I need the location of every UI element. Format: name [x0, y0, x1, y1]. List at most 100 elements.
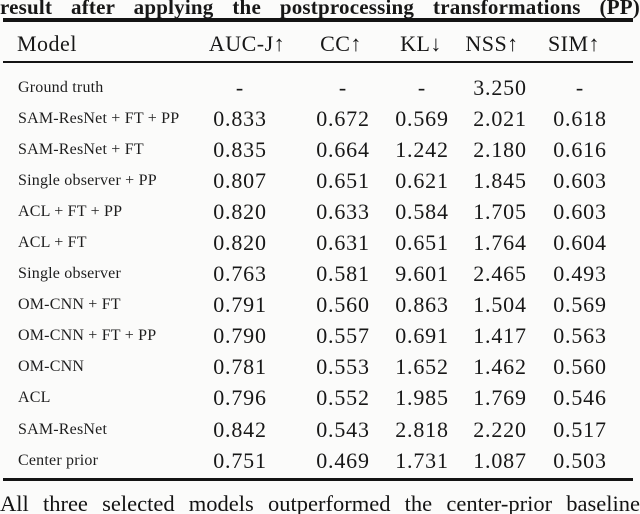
metric-value-cell: 0.616	[553, 136, 607, 162]
column-header-nss: NSS↑	[465, 31, 519, 56]
metric-value-cell: 0.584	[395, 198, 449, 224]
metric-value-cell: 0.603	[553, 198, 607, 224]
table-row-center-prior: Center prior 0.751 0.469 1.731 1.087 0.5…	[0, 445, 640, 476]
model-name-cell: OM-CNN + FT	[18, 296, 121, 314]
metric-value-cell: 1.462	[473, 354, 527, 380]
metric-value-cell: 0.517	[553, 416, 607, 442]
metric-value-cell: 0.835	[213, 136, 267, 162]
metric-value-cell: 3.250	[473, 74, 527, 100]
metric-value-cell: 2.220	[473, 416, 527, 442]
table-top-rule	[3, 17, 633, 22]
metric-value-cell: 1.705	[473, 198, 527, 224]
metric-value-cell: 0.560	[553, 354, 607, 380]
metric-value-cell: 0.543	[316, 416, 370, 442]
metric-value-cell: 0.820	[213, 230, 267, 256]
table-header-row: Model AUC-J↑ CC↑ KL↓ NSS↑ SIM↑	[0, 27, 640, 61]
metric-value-cell: -	[235, 74, 245, 100]
metric-value-cell: 0.633	[316, 198, 370, 224]
table-caption-top: result after applying the postprocessing…	[0, 0, 640, 19]
metric-value-cell: 0.664	[316, 136, 370, 162]
metric-value-cell: 0.763	[213, 261, 267, 287]
body-text-line: All three selected models outperformed t…	[0, 491, 640, 514]
metric-value-cell: 0.621	[395, 167, 449, 193]
metric-value-cell: 0.863	[395, 292, 449, 318]
metric-value-cell: 0.557	[316, 323, 370, 349]
metric-value-cell: 0.781	[213, 354, 267, 380]
column-header-cc: CC↑	[320, 31, 362, 56]
metric-value-cell: 1.504	[473, 292, 527, 318]
model-name-cell: ACL + FT	[18, 234, 87, 252]
table-row-om-cnn: OM-CNN 0.781 0.553 1.652 1.462 0.560	[0, 352, 640, 383]
table-row-acl-ft-pp: ACL + FT + PP 0.820 0.633 0.584 1.705 0.…	[0, 196, 640, 227]
metric-value-cell: 0.651	[395, 230, 449, 256]
metric-value-cell: -	[338, 74, 348, 100]
metric-value-cell: 2.465	[473, 261, 527, 287]
metric-value-cell: 1.769	[473, 385, 527, 411]
metric-value-cell: 2.818	[395, 416, 449, 442]
metric-value-cell: 0.631	[316, 230, 370, 256]
metric-value-cell: 0.751	[213, 447, 267, 473]
table-header-rule	[3, 61, 633, 64]
model-name-cell: Single observer	[18, 265, 121, 283]
metric-value-cell: 0.560	[316, 292, 370, 318]
metric-value-cell: -	[575, 74, 585, 100]
metric-value-cell: -	[417, 74, 427, 100]
table-row-om-cnn-ft: OM-CNN + FT 0.791 0.560 0.863 1.504 0.56…	[0, 290, 640, 321]
metric-value-cell: 1.087	[473, 447, 527, 473]
metric-value-cell: 0.672	[316, 105, 370, 131]
table-row-sam-resnet-ft-pp: SAM-ResNet + FT + PP 0.833 0.672 0.569 2…	[0, 103, 640, 134]
table-row-single-observer-pp: Single observer + PP 0.807 0.651 0.621 1…	[0, 165, 640, 196]
metric-value-cell: 9.601	[395, 261, 449, 287]
table-row-ground-truth: Ground truth - - - 3.250 -	[0, 72, 640, 103]
table-row-acl: ACL 0.796 0.552 1.985 1.769 0.546	[0, 383, 640, 414]
metric-value-cell: 0.807	[213, 167, 267, 193]
model-name-cell: ACL	[18, 389, 51, 407]
metric-value-cell: 2.021	[473, 105, 527, 131]
column-header-sim: SIM↑	[547, 31, 601, 56]
metric-value-cell: 0.469	[316, 447, 370, 473]
model-name-cell: Ground truth	[18, 78, 104, 96]
table-row-single-observer: Single observer 0.763 0.581 9.601 2.465 …	[0, 259, 640, 290]
metric-value-cell: 1.242	[395, 136, 449, 162]
metric-value-cell: 0.503	[553, 447, 607, 473]
metric-value-cell: 0.546	[553, 385, 607, 411]
metric-value-cell: 1.845	[473, 167, 527, 193]
metric-value-cell: 0.791	[213, 292, 267, 318]
metric-value-cell: 0.618	[553, 105, 607, 131]
metric-value-cell: 0.691	[395, 323, 449, 349]
table-row-sam-resnet: SAM-ResNet 0.842 0.543 2.818 2.220 0.517	[0, 414, 640, 445]
metric-value-cell: 0.833	[213, 105, 267, 131]
model-name-cell: ACL + FT + PP	[18, 202, 123, 220]
metric-value-cell: 0.604	[553, 230, 607, 256]
metric-value-cell: 1.417	[473, 323, 527, 349]
model-name-cell: SAM-ResNet	[18, 420, 108, 438]
metric-value-cell: 0.603	[553, 167, 607, 193]
metric-value-cell: 0.563	[553, 323, 607, 349]
metric-value-cell: 0.820	[213, 198, 267, 224]
model-name-cell: Single observer + PP	[18, 171, 157, 189]
table-row-om-cnn-ft-pp: OM-CNN + FT + PP 0.790 0.557 0.691 1.417…	[0, 321, 640, 352]
metric-value-cell: 1.764	[473, 230, 527, 256]
metric-value-cell: 0.651	[316, 167, 370, 193]
model-name-cell: OM-CNN	[18, 358, 85, 376]
metric-value-cell: 0.581	[316, 261, 370, 287]
metric-value-cell: 0.552	[316, 385, 370, 411]
column-header-kl: KL↓	[400, 31, 442, 56]
metric-value-cell: 1.985	[395, 385, 449, 411]
metric-value-cell: 2.180	[473, 136, 527, 162]
metric-value-cell: 0.790	[213, 323, 267, 349]
metric-value-cell: 0.569	[553, 292, 607, 318]
table-row-sam-resnet-ft: SAM-ResNet + FT 0.835 0.664 1.242 2.180 …	[0, 134, 640, 165]
metric-value-cell: 1.731	[395, 447, 449, 473]
metric-value-cell: 0.553	[316, 354, 370, 380]
metric-value-cell: 1.652	[395, 354, 449, 380]
metric-value-cell: 0.569	[395, 105, 449, 131]
table-bottom-rule	[3, 477, 633, 481]
model-name-cell: SAM-ResNet + FT + PP	[18, 109, 180, 127]
model-name-cell: Center prior	[18, 451, 99, 469]
column-header-model: Model	[17, 31, 77, 56]
model-name-cell: SAM-ResNet + FT	[18, 140, 144, 158]
metric-value-cell: 0.796	[213, 385, 267, 411]
model-name-cell: OM-CNN + FT + PP	[18, 327, 157, 345]
